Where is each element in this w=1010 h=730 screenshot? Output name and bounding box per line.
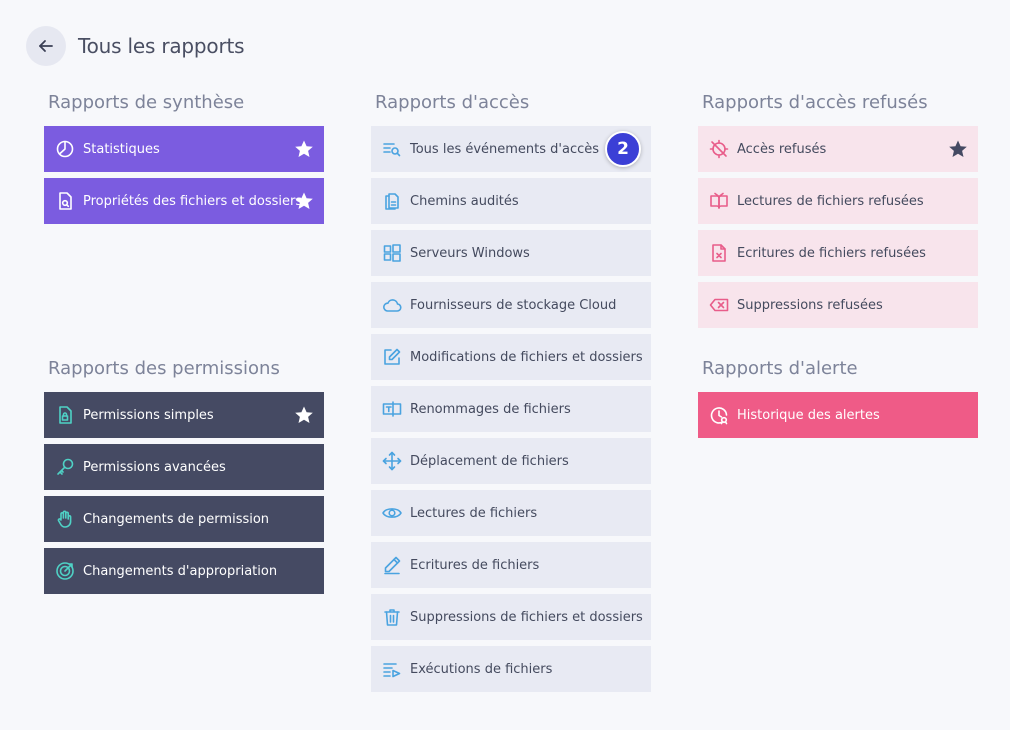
report-label: Modifications de fichiers et dossiers xyxy=(410,349,643,365)
star-icon[interactable] xyxy=(948,139,968,159)
blocked-icon xyxy=(708,138,730,160)
section-title-alerte: Rapports d'alerte xyxy=(702,358,858,379)
file-lock-icon xyxy=(54,404,76,426)
report-label: Accès refusés xyxy=(737,141,827,157)
rename-icon xyxy=(381,398,403,420)
page-title: Tous les rapports xyxy=(78,34,245,58)
report-label: Tous les événements d'accès xyxy=(410,141,600,157)
report-tous-evenements[interactable]: Tous les événements d'accès 2 xyxy=(371,126,651,172)
report-label: Serveurs Windows xyxy=(410,245,530,261)
report-label: Changements de permission xyxy=(83,511,270,527)
trash-icon xyxy=(381,606,403,628)
star-icon[interactable] xyxy=(294,405,314,425)
report-label: Renommages de fichiers xyxy=(410,401,571,417)
report-changements-appropriation[interactable]: Changements d'appropriation xyxy=(44,548,324,594)
report-permissions-avancees[interactable]: Permissions avancées xyxy=(44,444,324,490)
file-x-icon xyxy=(708,242,730,264)
report-suppressions-refusees[interactable]: Suppressions refusées xyxy=(698,282,978,328)
report-label: Chemins audités xyxy=(410,193,519,209)
hand-icon xyxy=(54,508,76,530)
report-label: Lectures de fichiers refusées xyxy=(737,193,924,209)
cloud-icon xyxy=(381,294,403,316)
key-icon xyxy=(54,456,76,478)
list-play-icon xyxy=(381,658,403,680)
report-changements-permission[interactable]: Changements de permission xyxy=(44,496,324,542)
report-serveurs-windows[interactable]: Serveurs Windows xyxy=(371,230,651,276)
report-label: Suppressions refusées xyxy=(737,297,883,313)
move-icon xyxy=(381,450,403,472)
list-search-icon xyxy=(381,138,403,160)
report-label: Déplacement de fichiers xyxy=(410,453,569,469)
file-search-icon xyxy=(54,190,76,212)
report-renommages[interactable]: Renommages de fichiers xyxy=(371,386,651,432)
book-icon xyxy=(708,190,730,212)
documents-icon xyxy=(381,190,403,212)
report-label: Statistiques xyxy=(83,141,160,157)
star-icon[interactable] xyxy=(294,139,314,159)
report-ecritures-refusees[interactable]: Ecritures de fichiers refusées xyxy=(698,230,978,276)
star-icon[interactable] xyxy=(294,191,314,211)
report-cloud[interactable]: Fournisseurs de stockage Cloud xyxy=(371,282,651,328)
delete-key-icon xyxy=(708,294,730,316)
report-label: Permissions simples xyxy=(83,407,214,423)
report-statistiques[interactable]: Statistiques xyxy=(44,126,324,172)
report-proprietes[interactable]: Propriétés des fichiers et dossiers xyxy=(44,178,324,224)
pie-chart-icon xyxy=(54,138,76,160)
step-badge: 2 xyxy=(605,131,641,167)
target-icon xyxy=(54,560,76,582)
pencil-icon xyxy=(381,554,403,576)
report-label: Fournisseurs de stockage Cloud xyxy=(410,297,617,313)
report-label: Propriétés des fichiers et dossiers xyxy=(83,193,303,209)
report-acces-refuses[interactable]: Accès refusés xyxy=(698,126,978,172)
section-title-refuses: Rapports d'accès refusés xyxy=(702,92,928,113)
report-modifications[interactable]: Modifications de fichiers et dossiers xyxy=(371,334,651,380)
report-label: Suppressions de fichiers et dossiers xyxy=(410,609,643,625)
report-lectures-refusees[interactable]: Lectures de fichiers refusées xyxy=(698,178,978,224)
report-label: Ecritures de fichiers xyxy=(410,557,540,573)
section-title-permissions: Rapports des permissions xyxy=(48,358,280,379)
report-label: Historique des alertes xyxy=(737,407,880,423)
permissions-list: Permissions simples Permissions avancées… xyxy=(44,392,324,600)
report-ecritures[interactable]: Ecritures de fichiers xyxy=(371,542,651,588)
alerte-list: Historique des alertes xyxy=(698,392,978,444)
report-label: Permissions avancées xyxy=(83,459,226,475)
report-label: Exécutions de fichiers xyxy=(410,661,553,677)
alert-history-icon xyxy=(708,404,730,426)
page-header: Tous les rapports xyxy=(26,26,245,66)
report-deplacement[interactable]: Déplacement de fichiers xyxy=(371,438,651,484)
report-executions[interactable]: Exécutions de fichiers xyxy=(371,646,651,692)
arrow-left-icon xyxy=(39,40,53,52)
refuses-list: Accès refusés Lectures de fichiers refus… xyxy=(698,126,978,334)
report-permissions-simples[interactable]: Permissions simples xyxy=(44,392,324,438)
report-label: Ecritures de fichiers refusées xyxy=(737,245,926,261)
report-chemins-audites[interactable]: Chemins audités xyxy=(371,178,651,224)
eye-icon xyxy=(381,502,403,524)
report-lectures[interactable]: Lectures de fichiers xyxy=(371,490,651,536)
report-suppressions[interactable]: Suppressions de fichiers et dossiers xyxy=(371,594,651,640)
acces-list: Tous les événements d'accès 2 Chemins au… xyxy=(371,126,651,698)
section-title-synthese: Rapports de synthèse xyxy=(48,92,245,113)
report-label: Lectures de fichiers xyxy=(410,505,538,521)
section-title-acces: Rapports d'accès xyxy=(375,92,530,113)
edit-icon xyxy=(381,346,403,368)
windows-icon xyxy=(381,242,403,264)
report-historique-alertes[interactable]: Historique des alertes xyxy=(698,392,978,438)
back-button[interactable] xyxy=(26,26,66,66)
synthese-list: Statistiques Propriétés des fichiers et … xyxy=(44,126,324,230)
report-label: Changements d'appropriation xyxy=(83,563,278,579)
